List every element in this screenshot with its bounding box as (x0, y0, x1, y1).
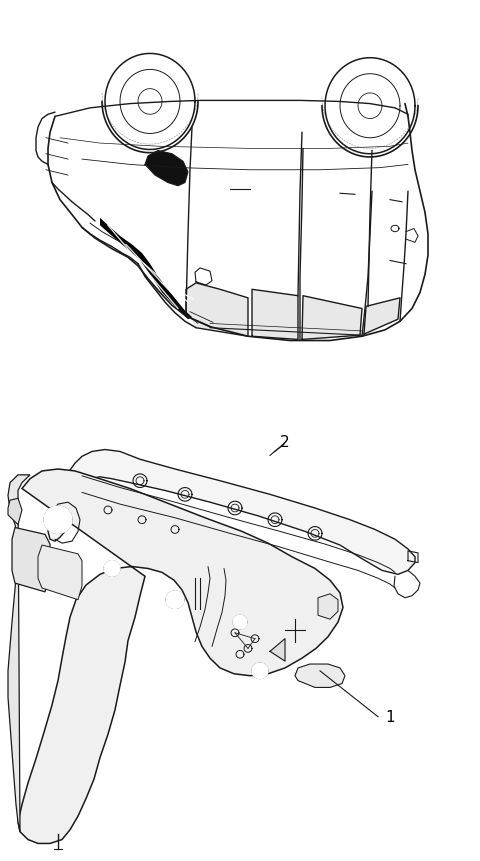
Polygon shape (233, 616, 247, 629)
Polygon shape (100, 219, 192, 319)
Polygon shape (8, 475, 30, 832)
Polygon shape (186, 283, 248, 337)
Polygon shape (8, 499, 22, 525)
Polygon shape (12, 528, 50, 592)
Polygon shape (104, 561, 120, 577)
Polygon shape (44, 506, 72, 534)
Polygon shape (302, 296, 362, 340)
Text: 1: 1 (385, 709, 395, 724)
Polygon shape (270, 639, 285, 661)
Polygon shape (145, 152, 188, 187)
Polygon shape (48, 450, 415, 574)
Polygon shape (166, 592, 184, 609)
Polygon shape (18, 469, 343, 844)
Text: 2: 2 (280, 435, 290, 449)
Polygon shape (252, 290, 298, 340)
Polygon shape (38, 545, 82, 600)
Polygon shape (364, 299, 400, 335)
Polygon shape (295, 664, 345, 688)
Polygon shape (252, 663, 268, 678)
Polygon shape (318, 594, 338, 619)
